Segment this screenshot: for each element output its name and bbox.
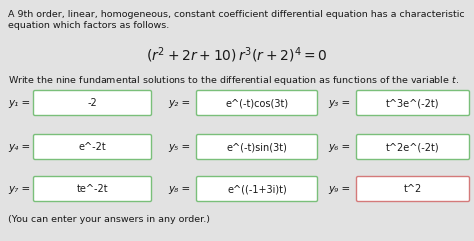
FancyBboxPatch shape <box>34 91 152 115</box>
Text: equation which factors as follows.: equation which factors as follows. <box>8 21 169 30</box>
Text: -2: -2 <box>88 98 97 108</box>
Text: y₈ =: y₈ = <box>168 184 190 194</box>
Text: A 9th order, linear, homogeneous, constant coefficient differential equation has: A 9th order, linear, homogeneous, consta… <box>8 10 465 19</box>
Text: y₉ =: y₉ = <box>328 184 350 194</box>
FancyBboxPatch shape <box>34 134 152 160</box>
Text: $(r^2 + 2r + 10)\,r^3(r + 2)^4 = 0$: $(r^2 + 2r + 10)\,r^3(r + 2)^4 = 0$ <box>146 45 328 65</box>
Text: y₃ =: y₃ = <box>328 98 350 108</box>
Text: y₄ =: y₄ = <box>8 142 30 152</box>
Text: (You can enter your answers in any order.): (You can enter your answers in any order… <box>8 215 210 224</box>
FancyBboxPatch shape <box>197 134 318 160</box>
Text: e^-2t: e^-2t <box>79 142 106 152</box>
FancyBboxPatch shape <box>197 176 318 201</box>
Text: y₇ =: y₇ = <box>8 184 30 194</box>
Text: t^3e^(-2t): t^3e^(-2t) <box>386 98 440 108</box>
FancyBboxPatch shape <box>34 176 152 201</box>
Text: y₂ =: y₂ = <box>168 98 190 108</box>
Text: t^2e^(-2t): t^2e^(-2t) <box>386 142 440 152</box>
Text: y₆ =: y₆ = <box>328 142 350 152</box>
Text: e^(-t)cos(3t): e^(-t)cos(3t) <box>226 98 289 108</box>
FancyBboxPatch shape <box>356 91 470 115</box>
FancyBboxPatch shape <box>356 134 470 160</box>
Text: e^((-1+3i)t): e^((-1+3i)t) <box>227 184 287 194</box>
Text: te^-2t: te^-2t <box>77 184 109 194</box>
FancyBboxPatch shape <box>197 91 318 115</box>
Text: t^2: t^2 <box>404 184 422 194</box>
Text: e^(-t)sin(3t): e^(-t)sin(3t) <box>227 142 287 152</box>
Text: y₁ =: y₁ = <box>8 98 30 108</box>
FancyBboxPatch shape <box>356 176 470 201</box>
Text: Write the nine fundamental solutions to the differential equation as functions o: Write the nine fundamental solutions to … <box>8 74 459 87</box>
Text: y₅ =: y₅ = <box>168 142 190 152</box>
